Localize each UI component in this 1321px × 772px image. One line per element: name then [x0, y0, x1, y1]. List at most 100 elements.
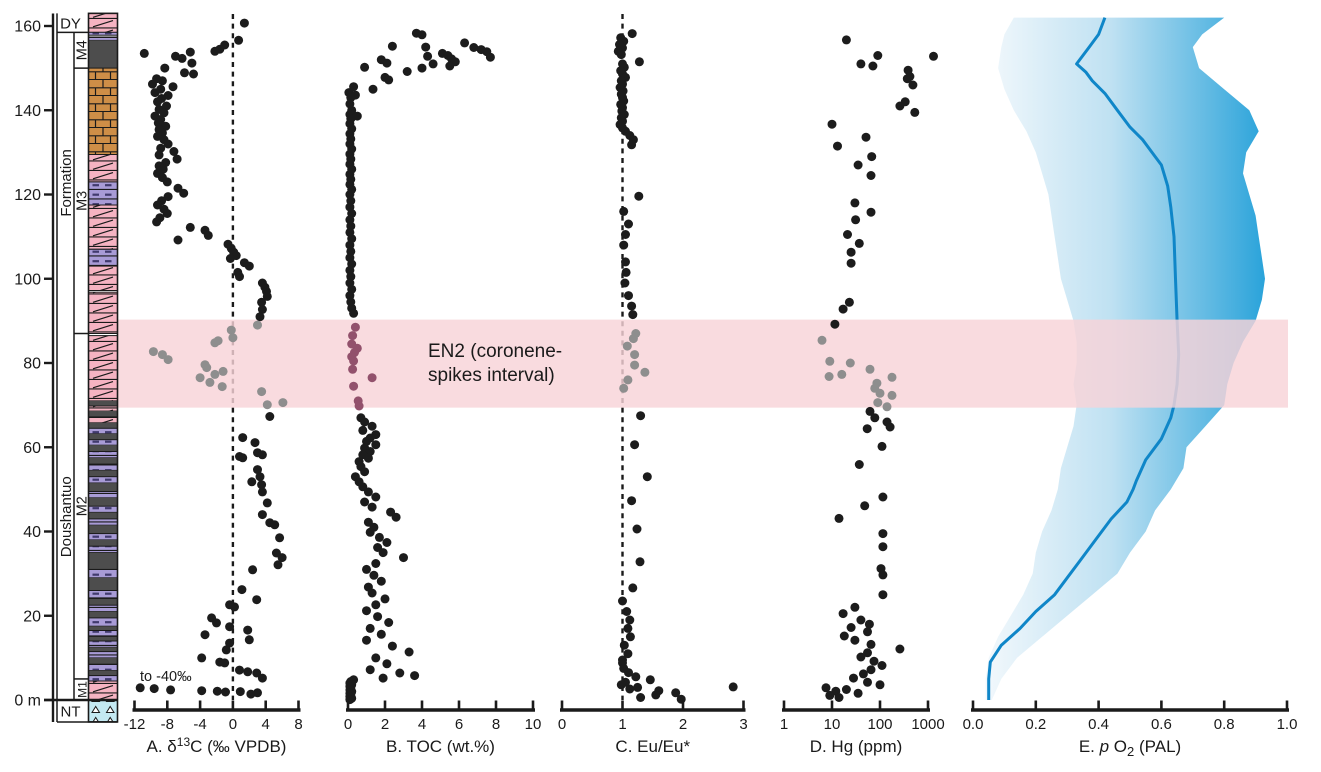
data-point — [202, 363, 212, 373]
data-point — [382, 538, 392, 547]
data-point — [838, 609, 848, 619]
lith-sh — [88, 505, 118, 514]
lith-ls — [88, 416, 118, 424]
data-point — [363, 453, 373, 463]
data-point — [651, 690, 661, 700]
data-point — [837, 369, 847, 379]
data-point — [238, 453, 248, 463]
formation-label-formation: Formation — [58, 149, 75, 217]
lith-dm — [88, 699, 118, 723]
data-point — [616, 680, 626, 690]
tick-label: -8 — [161, 716, 174, 733]
data-point — [350, 322, 360, 332]
data-point — [226, 325, 236, 335]
lith-ls — [88, 12, 118, 33]
member-label-m3: M3 — [75, 191, 91, 211]
data-point — [203, 230, 213, 240]
data-point — [387, 41, 397, 51]
lith-md — [88, 539, 118, 547]
data-point — [365, 623, 375, 633]
formation-label-dy: DY — [60, 15, 81, 32]
data-point — [625, 615, 635, 625]
data-point — [362, 564, 371, 574]
data-point — [624, 668, 633, 678]
data-point — [634, 191, 644, 201]
data-point — [627, 140, 637, 150]
tick-label: 6 — [455, 716, 463, 733]
data-point — [369, 570, 379, 580]
data-point — [882, 402, 892, 412]
tick-label: 3 — [739, 716, 747, 733]
data-point — [895, 101, 905, 111]
lith-md — [88, 512, 118, 519]
data-point — [262, 400, 272, 410]
data-point — [625, 684, 635, 694]
axis-b: 0 2 4 6 8 10 B. TOC (wt.%) — [344, 700, 541, 756]
data-point — [728, 682, 738, 692]
lith-sh — [88, 533, 118, 541]
data-point — [391, 512, 401, 522]
data-point — [865, 406, 875, 416]
tick-label: 10 — [824, 716, 841, 733]
data-point — [371, 492, 381, 502]
lith-sh — [88, 36, 118, 41]
data-point — [856, 59, 866, 69]
data-point — [348, 331, 358, 341]
data-point — [866, 639, 876, 649]
data-point — [255, 312, 265, 322]
data-point — [825, 356, 835, 366]
tick-label: 2 — [381, 716, 389, 733]
data-point — [374, 532, 384, 542]
axis-d: 1 10 100 1000 D. Hg (ppm) — [780, 700, 945, 756]
data-point — [623, 649, 633, 659]
data-point — [908, 80, 918, 90]
lith-md — [88, 598, 118, 606]
data-point — [861, 132, 871, 142]
tick-label: 1000 — [911, 716, 944, 733]
lith-md — [88, 577, 118, 591]
data-point — [257, 305, 267, 314]
data-point — [360, 497, 370, 507]
data-point — [627, 29, 637, 39]
data-point — [854, 460, 864, 469]
data-point — [869, 656, 879, 666]
lith-do — [88, 67, 118, 155]
data-point — [417, 30, 427, 40]
lith-md — [88, 626, 118, 631]
axis-title-e: E. p O2 (PAL) — [1079, 737, 1181, 759]
depth-tick-label: 140 — [14, 103, 41, 120]
data-point — [878, 590, 888, 600]
lith-ls — [88, 680, 118, 701]
data-point — [277, 553, 287, 563]
data-point — [371, 559, 381, 568]
data-point — [645, 675, 655, 685]
data-point — [850, 602, 860, 612]
data-point — [179, 188, 189, 198]
data-point — [153, 118, 163, 128]
data-point — [367, 502, 377, 512]
lith-sh — [88, 476, 118, 484]
data-point — [846, 247, 856, 257]
data-point — [417, 63, 427, 73]
lith-sh — [88, 491, 118, 499]
data-point — [887, 390, 897, 400]
data-point — [257, 387, 267, 397]
data-point — [875, 680, 885, 690]
lith-sh — [88, 248, 118, 267]
data-point — [378, 548, 388, 558]
data-point — [843, 230, 852, 239]
lith-ls — [88, 405, 118, 412]
data-point — [235, 665, 244, 675]
data-point — [630, 360, 640, 370]
data-point — [380, 594, 390, 604]
data-point — [850, 198, 860, 208]
data-point — [159, 108, 169, 118]
lith-sh — [88, 568, 118, 579]
data-point — [868, 61, 878, 71]
data-point — [821, 683, 831, 693]
tick-label: 0.8 — [1214, 716, 1235, 733]
data-point — [225, 254, 235, 263]
data-point — [910, 107, 920, 117]
